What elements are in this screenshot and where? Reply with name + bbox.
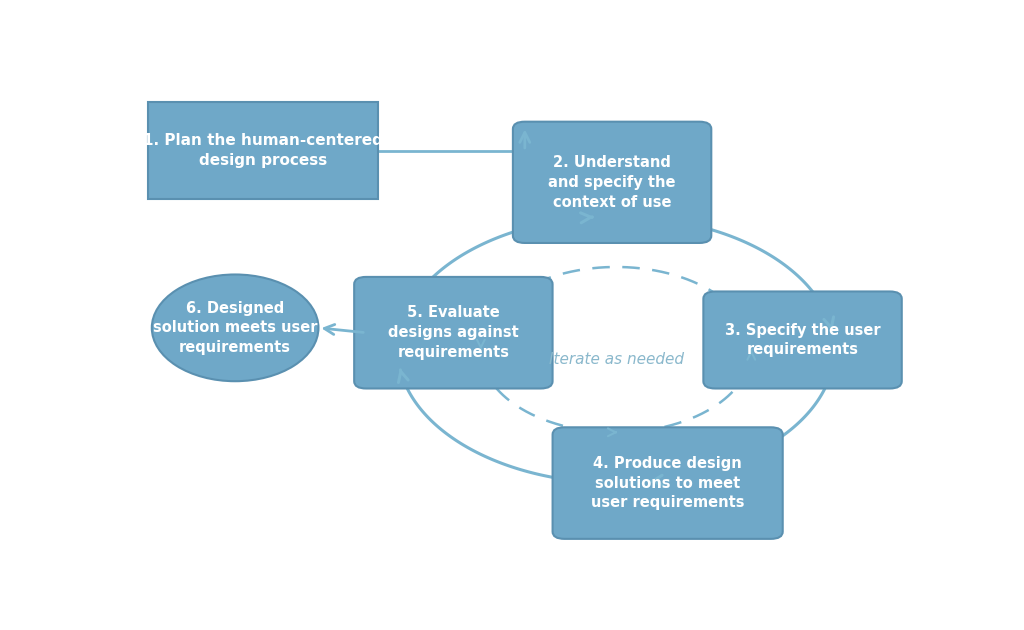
Text: 1. Plan the human-centered
design process: 1. Plan the human-centered design proces… <box>143 134 383 168</box>
Text: 2. Understand
and specify the
context of use: 2. Understand and specify the context of… <box>548 155 676 210</box>
FancyBboxPatch shape <box>147 102 378 199</box>
FancyBboxPatch shape <box>513 122 712 243</box>
Text: 4. Produce design
solutions to meet
user requirements: 4. Produce design solutions to meet user… <box>591 455 744 510</box>
FancyBboxPatch shape <box>703 292 902 389</box>
Text: 3. Specify the user
requirements: 3. Specify the user requirements <box>725 323 881 357</box>
Ellipse shape <box>152 275 318 381</box>
Text: 5. Evaluate
designs against
requirements: 5. Evaluate designs against requirements <box>388 306 519 360</box>
FancyBboxPatch shape <box>553 427 782 539</box>
Text: 6. Designed
solution meets user
requirements: 6. Designed solution meets user requirem… <box>153 301 317 355</box>
Text: Iterate as needed: Iterate as needed <box>549 352 684 367</box>
FancyBboxPatch shape <box>354 277 553 389</box>
